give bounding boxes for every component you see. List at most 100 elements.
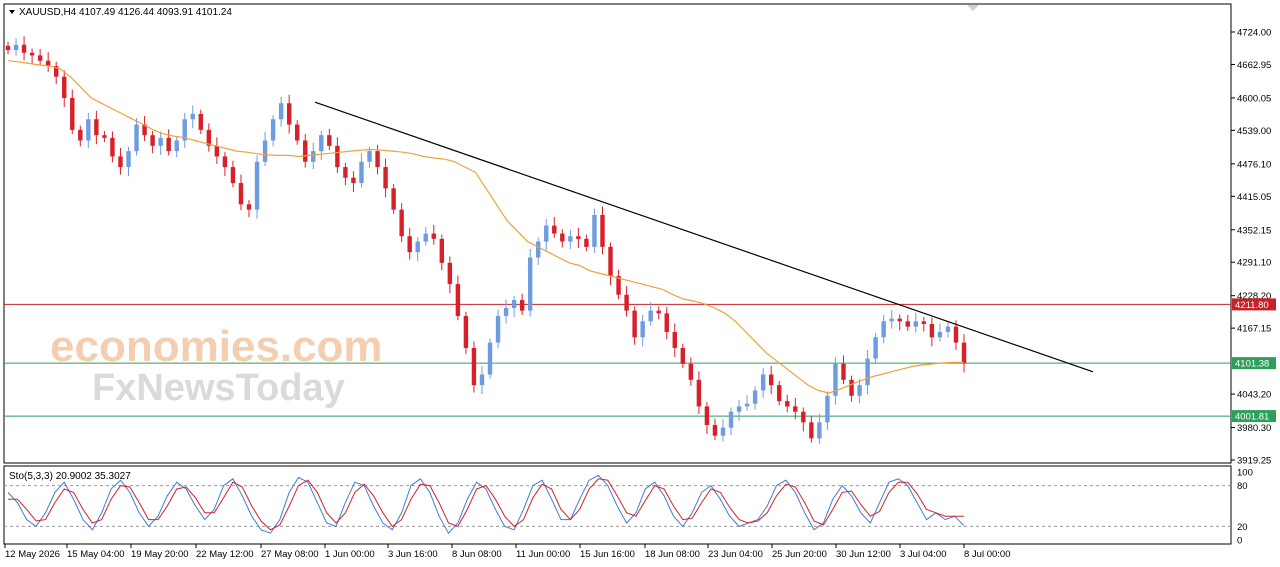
- candle-body: [568, 236, 573, 242]
- candle-body: [793, 406, 798, 412]
- candle-body: [632, 310, 637, 338]
- candle-body: [881, 321, 886, 338]
- candle-body: [825, 395, 830, 423]
- candle-body: [62, 76, 67, 98]
- candle-body: [560, 233, 565, 242]
- candle-body: [21, 44, 27, 53]
- candle-body: [801, 411, 806, 423]
- candle-body: [527, 257, 533, 311]
- candle-body: [833, 363, 838, 396]
- candle-body: [134, 124, 139, 152]
- price-tick-label: 4167.15: [1237, 324, 1271, 335]
- candle-body: [335, 145, 340, 168]
- candle-body: [431, 233, 436, 239]
- candle-body: [29, 52, 35, 56]
- candle-body: [648, 310, 653, 322]
- candle-body: [230, 167, 236, 184]
- candle-body: [286, 103, 292, 125]
- candle-body: [158, 137, 163, 146]
- symbol-info: XAUUSD,H4 4107.49 4126.44 4093.91 4101.2…: [19, 7, 232, 18]
- candle-body: [752, 390, 758, 404]
- descending-trendline[interactable]: [314, 101, 1094, 373]
- candle-body: [511, 300, 517, 309]
- candle-body: [343, 167, 348, 178]
- price-tick-label: 4291.10: [1237, 258, 1271, 269]
- price-tick-label: 3980.30: [1237, 423, 1271, 434]
- candle-body: [110, 137, 115, 157]
- candle-body: [13, 44, 19, 51]
- candle-body: [126, 151, 131, 168]
- stoch-level-label: 100: [1237, 468, 1253, 479]
- price-level-label: 4001.81: [1235, 412, 1269, 423]
- stochastic-label: Sto(5,3,3) 20.9002 35.3027: [9, 471, 131, 482]
- candle-body: [254, 161, 260, 210]
- candle-body: [479, 374, 485, 386]
- candle-body: [423, 233, 428, 242]
- candle-body: [351, 177, 356, 184]
- candle-body: [142, 124, 147, 136]
- candle-body: [929, 323, 935, 338]
- triangle-down-icon[interactable]: [9, 10, 15, 14]
- candle-body: [849, 379, 854, 396]
- stoch-main-line: [7, 474, 965, 535]
- price-tick-label: 4228.20: [1237, 291, 1271, 302]
- candle-body: [94, 119, 99, 136]
- candle-body: [913, 321, 919, 327]
- candle-body: [278, 103, 284, 120]
- candle-body: [319, 135, 324, 152]
- candle-body: [495, 316, 501, 343]
- time-tick-label: 25 Jun 20:00: [772, 549, 827, 560]
- time-tick-label: 23 Jun 04:00: [708, 549, 763, 560]
- candle-body: [785, 401, 790, 407]
- candle-body: [519, 300, 525, 311]
- time-tick-label: 18 Jun 08:00: [645, 549, 700, 560]
- candle-body: [704, 406, 710, 426]
- watermark-economies: economies.com: [50, 322, 383, 371]
- price-tick-label: 4352.15: [1237, 225, 1271, 236]
- candle-body: [712, 425, 718, 436]
- candle-body: [817, 422, 822, 439]
- candle-body: [696, 379, 702, 407]
- candle-body: [873, 337, 878, 359]
- time-tick-label: 15 May 04:00: [67, 549, 125, 560]
- time-tick-label: 12 May 2026: [5, 549, 60, 560]
- candle-body: [640, 321, 645, 338]
- candle-body: [102, 135, 107, 138]
- stoch-level-label: 20: [1237, 522, 1248, 533]
- trendline-group[interactable]: [314, 101, 1094, 373]
- time-tick-label: 22 May 12:00: [196, 549, 254, 560]
- candle-body: [439, 238, 445, 263]
- price-tick-label: 4724.00: [1237, 28, 1271, 39]
- price-level-label: 4211.80: [1235, 300, 1269, 311]
- time-tick-label: 27 May 08:00: [261, 549, 319, 560]
- scroll-marker-icon[interactable]: [967, 5, 979, 11]
- candle-body: [744, 403, 750, 407]
- candle-body: [182, 119, 187, 141]
- candle-body: [367, 151, 372, 162]
- candle-body: [5, 45, 11, 51]
- candle-body: [270, 119, 276, 141]
- main-chart-frame[interactable]: [3, 3, 1232, 464]
- indicator-frame[interactable]: [3, 465, 1232, 545]
- candle-body: [961, 342, 967, 364]
- candle-body: [592, 214, 597, 247]
- price-tick-label: 3919.25: [1237, 456, 1271, 467]
- time-tick-label: 1 Jun 00:00: [325, 549, 375, 560]
- stoch-signal-line: [8, 478, 964, 531]
- moving-average-line: [7, 60, 964, 394]
- candle-body: [720, 427, 726, 436]
- candle-body: [624, 294, 629, 311]
- candle-body: [809, 422, 814, 439]
- candle-body: [45, 60, 51, 67]
- watermark-fxnewstoday: FxNewsToday: [92, 367, 345, 409]
- candle-body: [552, 225, 557, 234]
- candle-body: [680, 347, 686, 364]
- candle-body: [150, 135, 155, 146]
- candle-body: [600, 214, 605, 247]
- stoch-level-label: 0: [1237, 536, 1242, 547]
- price-level-badge: [1232, 410, 1276, 423]
- candle-body: [937, 331, 943, 338]
- candle-body: [53, 66, 59, 77]
- candle-body: [945, 326, 951, 332]
